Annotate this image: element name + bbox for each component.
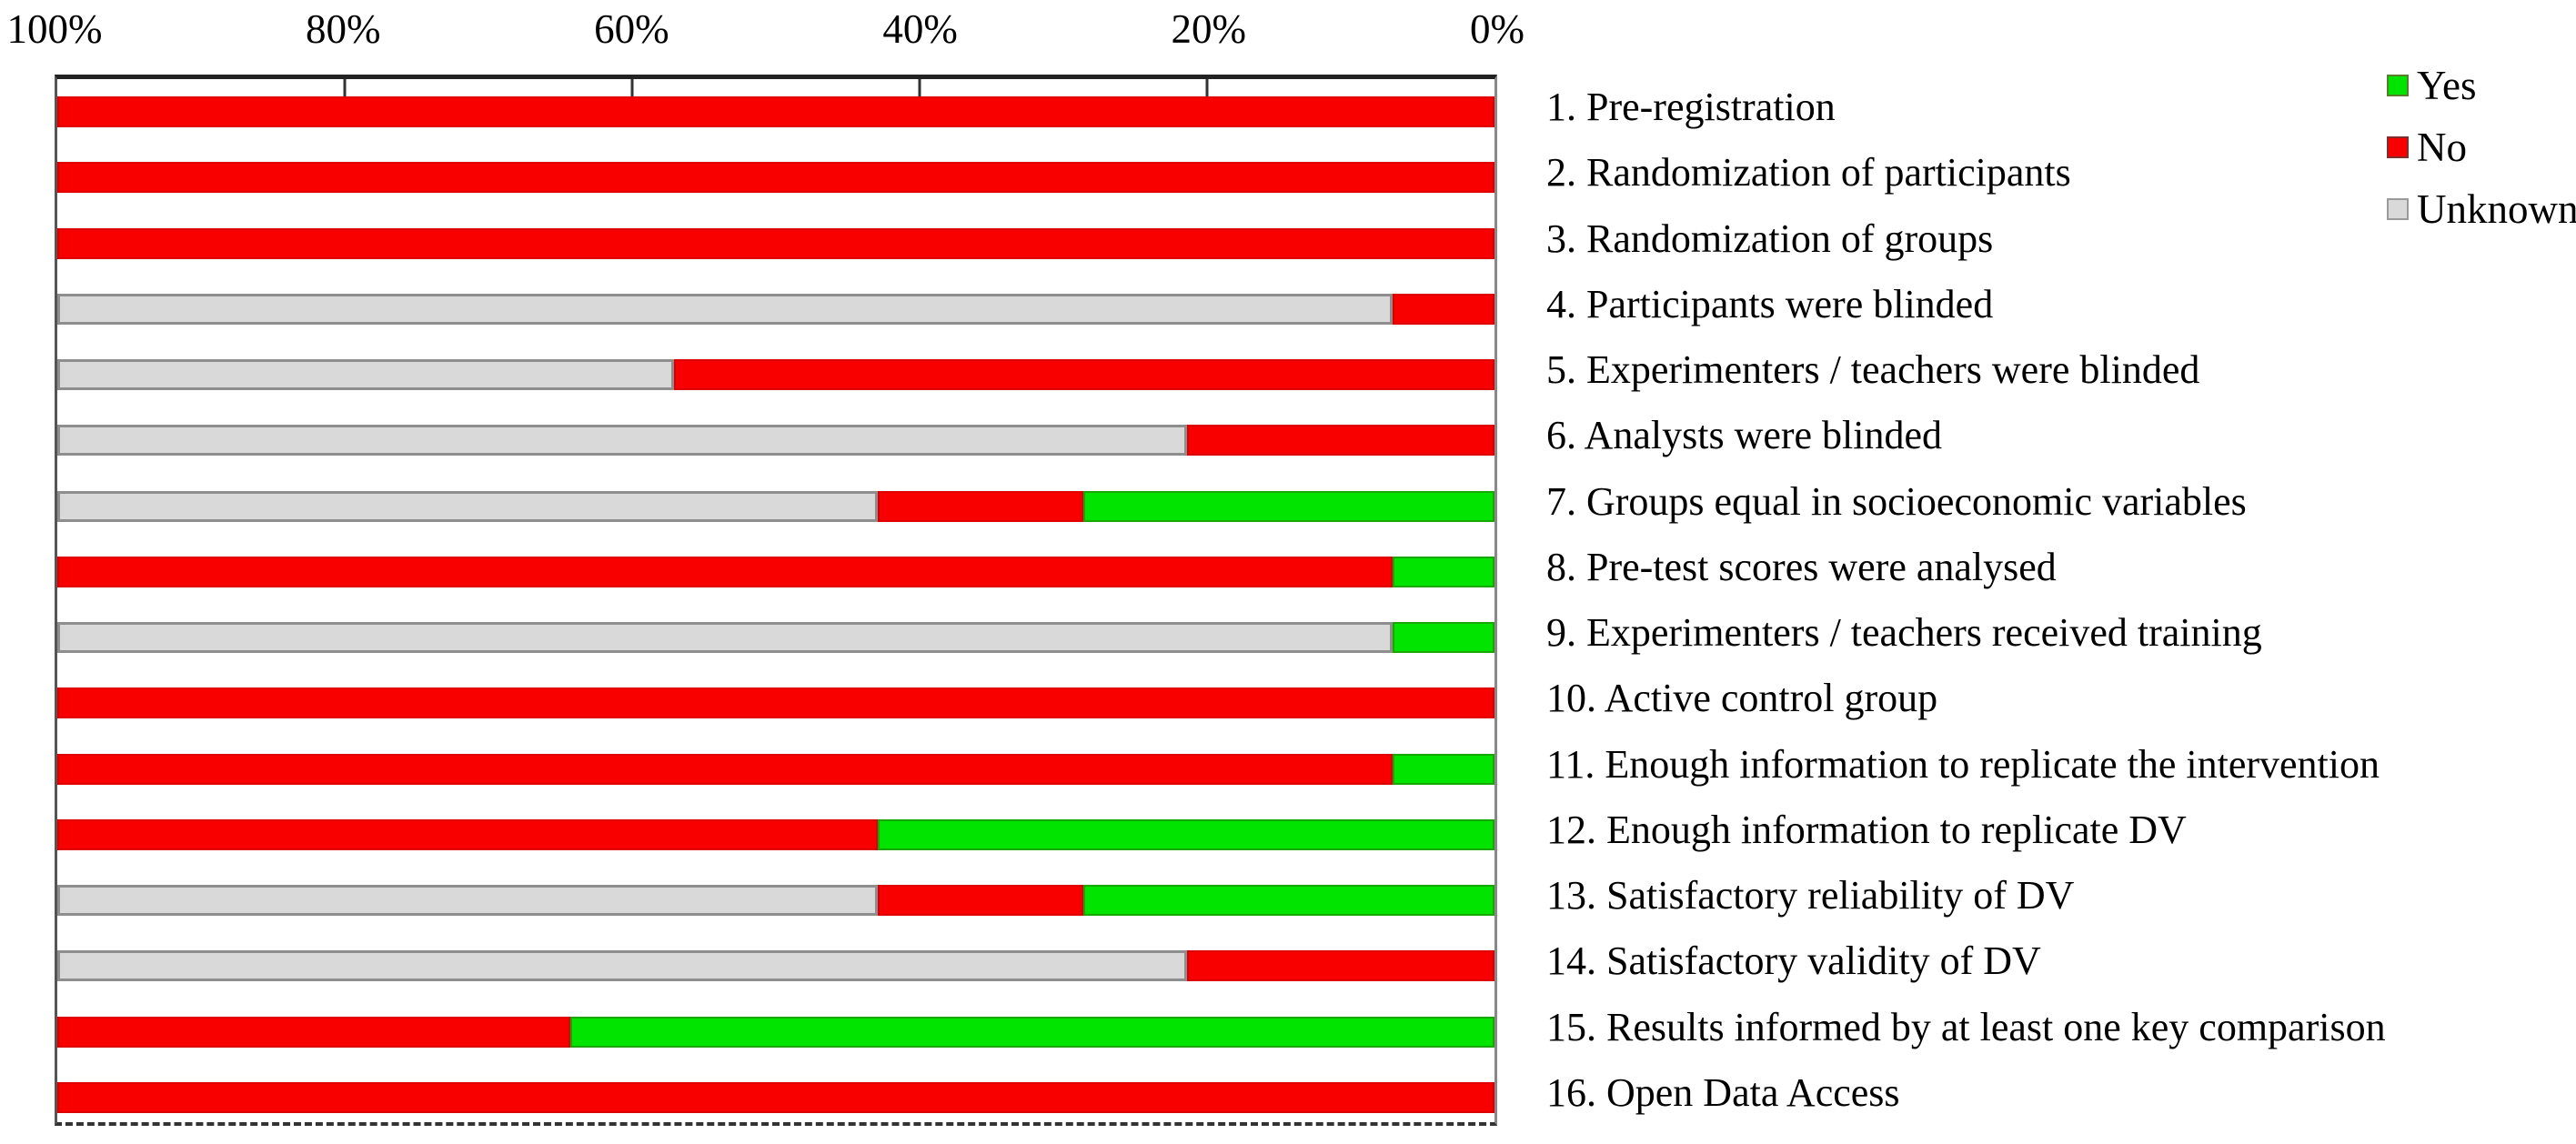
bar-row-1 <box>57 96 1494 128</box>
bar-segment-yes <box>1083 490 1494 522</box>
bar-row-16 <box>57 1081 1494 1113</box>
item-label-8: 8. Pre-test scores were analysed <box>1546 544 2057 589</box>
bar-row-5 <box>57 359 1494 391</box>
bar-row-14 <box>57 950 1494 982</box>
bar-segment-no <box>1186 950 1494 982</box>
item-label-13: 13. Satisfactory reliability of DV <box>1546 872 2075 918</box>
bar-segment-no <box>57 96 1494 128</box>
bar-row-12 <box>57 818 1494 850</box>
item-label-12: 12. Enough information to replicate DV <box>1546 807 2187 852</box>
bar-segment-unknown <box>57 622 1393 654</box>
item-label-16: 16. Open Data Access <box>1546 1069 1900 1115</box>
item-label-2: 2. Randomization of participants <box>1546 150 2071 196</box>
bar-segment-no <box>878 885 1084 917</box>
bar-row-11 <box>57 753 1494 785</box>
bar-segment-yes <box>878 818 1494 850</box>
item-label-3: 3. Randomization of groups <box>1546 216 1994 261</box>
legend-label-yes: Yes <box>2417 62 2477 108</box>
legend-label-unknown: Unknown <box>2417 186 2576 232</box>
item-label-9: 9. Experimenters / teachers received tra… <box>1546 609 2262 655</box>
bar-segment-unknown <box>57 490 879 522</box>
bar-row-13 <box>57 885 1494 917</box>
bar-segment-no <box>1392 293 1494 325</box>
axis-tick-label: 40% <box>882 6 958 52</box>
bar-segment-no <box>57 162 1494 194</box>
bar-row-4 <box>57 293 1494 325</box>
bar-segment-no <box>878 490 1084 522</box>
bar-segment-no <box>673 359 1494 391</box>
plot-area <box>55 75 1497 1126</box>
bar-segment-no <box>57 1081 1494 1113</box>
bar-segment-yes <box>1083 885 1494 917</box>
axis-tick-label: 80% <box>305 6 381 52</box>
legend-swatch-yes <box>2387 75 2409 96</box>
bar-row-2 <box>57 162 1494 194</box>
axis-tick-mark <box>630 79 634 99</box>
axis-tick-mark <box>918 79 921 99</box>
item-label-6: 6. Analysts were blinded <box>1546 413 1943 458</box>
item-label-11: 11. Enough information to replicate the … <box>1546 741 2380 787</box>
bar-segment-no <box>57 227 1494 259</box>
bar-row-3 <box>57 227 1494 259</box>
axis-tick-label: 100% <box>6 6 103 52</box>
item-label-14: 14. Satisfactory validity of DV <box>1546 938 2041 984</box>
bar-segment-unknown <box>57 359 674 391</box>
item-label-15: 15. Results informed by at least one key… <box>1546 1004 2386 1049</box>
bar-segment-yes <box>570 1016 1494 1048</box>
bar-segment-no <box>57 556 1393 587</box>
bar-segment-unknown <box>57 885 879 917</box>
bar-segment-unknown <box>57 425 1187 457</box>
legend-swatch-unknown <box>2387 198 2409 220</box>
bar-row-6 <box>57 425 1494 457</box>
bar-segment-unknown <box>57 293 1393 325</box>
legend-row-no: No <box>2387 116 2576 178</box>
bar-row-8 <box>57 556 1494 587</box>
axis-tick-label: 0% <box>1470 6 1524 52</box>
axis-tick-mark <box>343 79 347 99</box>
bar-segment-unknown <box>57 950 1187 982</box>
bar-row-7 <box>57 490 1494 522</box>
legend: Yes No Unknown <box>2387 55 2576 240</box>
bar-segment-no <box>57 687 1494 719</box>
item-label-7: 7. Groups equal in socioeconomic variabl… <box>1546 478 2247 524</box>
bar-row-15 <box>57 1016 1494 1048</box>
bar-segment-yes <box>1392 753 1494 785</box>
item-label-10: 10. Active control group <box>1546 676 1938 721</box>
legend-swatch-no <box>2387 136 2409 158</box>
bar-segment-no <box>57 753 1393 785</box>
item-label-5: 5. Experimenters / teachers were blinded <box>1546 346 2200 392</box>
bar-segment-no <box>57 1016 571 1048</box>
axis-tick-label: 20% <box>1171 6 1247 52</box>
bar-row-10 <box>57 687 1494 719</box>
legend-row-yes: Yes <box>2387 55 2576 116</box>
axis-tick-label: 60% <box>594 6 669 52</box>
bar-segment-yes <box>1392 556 1494 587</box>
item-label-1: 1. Pre-registration <box>1546 84 1836 129</box>
bar-segment-no <box>1186 425 1494 457</box>
legend-label-no: No <box>2417 124 2467 170</box>
bar-row-9 <box>57 622 1494 654</box>
bar-segment-yes <box>1392 622 1494 654</box>
item-label-4: 4. Participants were blinded <box>1546 281 1994 326</box>
axis-tick-mark <box>1205 79 1209 99</box>
bar-segment-no <box>57 818 879 850</box>
legend-row-unknown: Unknown <box>2387 178 2576 240</box>
